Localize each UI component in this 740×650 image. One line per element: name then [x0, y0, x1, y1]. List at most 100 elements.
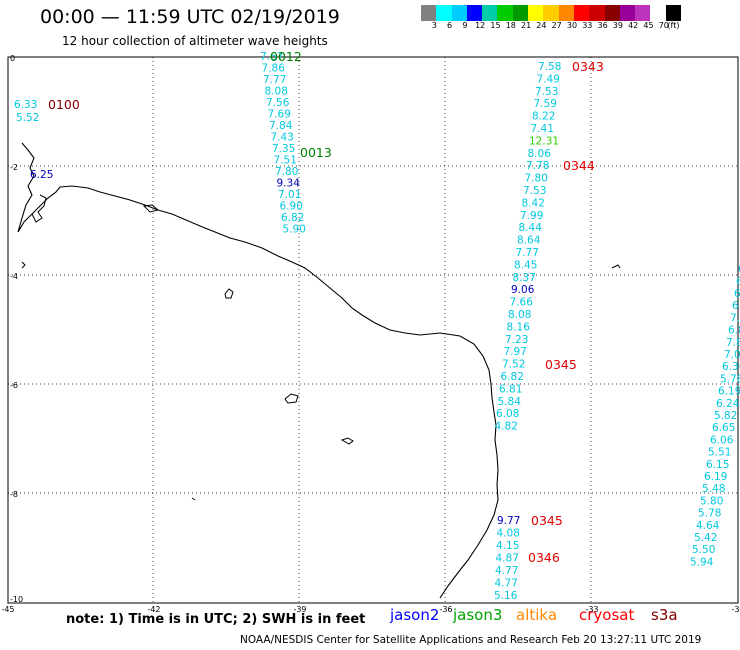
wave-height-value: 7.02 [724, 349, 740, 361]
wave-height-value: 8.08 [508, 309, 531, 321]
colorbar-label: 42 [628, 21, 639, 30]
legend-entry-jason2: jason2 [390, 606, 440, 624]
wave-height-value: 8.22 [532, 111, 555, 123]
colorbar-swatch [482, 5, 498, 21]
island [340, 437, 354, 445]
wave-height-value: 6.15 [706, 459, 729, 471]
longitude-label: -39 [293, 605, 306, 614]
wave-height-value: 7.43 [271, 132, 294, 144]
track-time-label: 0343 [572, 59, 604, 74]
wave-height-value: 4.77 [495, 565, 518, 577]
colorbar-swatch [451, 5, 467, 21]
latitude-label: -2 [10, 163, 18, 172]
colorbar-label: 3 [431, 21, 437, 30]
legend-entry-s3a: s3a [651, 606, 678, 624]
latitude-label: -6 [10, 381, 18, 390]
track-time-label: 0013 [300, 145, 332, 160]
track-time-label: 0345 [531, 513, 563, 528]
longitude-label: -45 [1, 605, 14, 614]
colorbar-swatch [421, 5, 437, 21]
wave-height-value: 7.56 [266, 97, 290, 109]
latitude-label: -4 [10, 272, 18, 281]
wave-height-value: 7.41 [531, 123, 554, 135]
colorbar-labels: 3 6 9 12 15 18 21 24 27 30 33 36 39 42 45 70 (ft) [421, 21, 740, 33]
wave-height-value: 4.82 [495, 421, 518, 433]
latitude-label: -10 [10, 595, 23, 604]
wave-height-value: 4.15 [496, 540, 519, 552]
wave-height-value: 5.16 [494, 590, 518, 602]
wave-height-value: 6.78 [732, 300, 740, 312]
longitude-labels: -45 -42 -39 -36 -33 -30 [1, 605, 740, 614]
wave-height-value: 6.19 [704, 471, 727, 483]
colorbar-swatch [650, 5, 666, 21]
longitude-label: -36 [439, 605, 452, 614]
wave-height-value: 7.77 [263, 74, 286, 86]
colorbar-swatch [635, 5, 651, 21]
wave-height-value: 7.83 [726, 337, 740, 349]
wave-height-value: 5.50 [692, 544, 715, 556]
wave-height-value: 6.33 [14, 99, 37, 111]
latitude-labels: 0 -2 -4 -6 -8 -10 [10, 54, 23, 604]
colorbar-swatch [528, 5, 544, 21]
altimeter-tracks: 7.677.867.778.087.567.697.847.437.357.51… [14, 51, 740, 602]
wave-height-value: 6.36 [722, 361, 740, 373]
colorbar-swatch [466, 5, 483, 21]
wave-height-value: 8.44 [519, 222, 543, 234]
colorbar-swatch [512, 5, 529, 21]
colorbar-label: 6 [447, 21, 453, 30]
wave-height-value: 6.83 [728, 325, 740, 337]
wave-height-value: 5.90 [283, 224, 306, 236]
map-subtitle: 12 hour collection of altimeter wave hei… [62, 34, 328, 48]
colorbar-label: 45 [643, 21, 654, 30]
credit-footer: NOAA/NESDIS Center for Satellite Applica… [240, 634, 702, 646]
wave-height-value: 7.35 [272, 143, 295, 155]
island [224, 288, 234, 299]
wave-height-value: 7.53 [523, 185, 546, 197]
footnote: note: 1) Time is in UTC; 2) SWH is in fe… [66, 612, 366, 627]
colorbar-swatch [497, 5, 513, 21]
wave-height-value: 7.59 [534, 98, 557, 110]
wave-height-value: 6.90 [280, 201, 303, 213]
wave-height-value: 7.52 [502, 359, 525, 371]
legend-entry-jason3: jason3 [453, 606, 503, 624]
map-title: 00:00 — 11:59 UTC 02/19/2019 [40, 6, 340, 28]
longitude-label: -30 [731, 605, 740, 614]
island [142, 204, 160, 213]
map-frame [7, 56, 739, 604]
wave-height-value: 6.25 [30, 169, 53, 181]
wave-height-value: 5.51 [708, 447, 731, 459]
track-time-label: 0346 [528, 550, 560, 565]
wave-height-value: 5.78 [698, 508, 721, 520]
wave-height-value: 5.42 [694, 532, 717, 544]
wave-height-value: 7.77 [516, 247, 539, 259]
wave-height-value: 7.69 [268, 109, 291, 121]
wave-height-value: 7.01 [278, 189, 301, 201]
wave-height-value: 6.94 [734, 288, 740, 300]
wave-height-value: 6.65 [712, 422, 735, 434]
colorbar-swatch [573, 5, 590, 21]
wave-height-value: 6.82 [501, 371, 524, 383]
wave-height-value: 6.08 [496, 408, 519, 420]
coastline [59, 185, 499, 599]
track-time-label: 0012 [270, 49, 302, 64]
wave-height-value: 8.08 [265, 86, 288, 98]
island [611, 264, 621, 269]
colorbar-label: 27 [551, 21, 562, 30]
wave-height-value: 8.16 [507, 321, 531, 333]
wave-height-value: 7.80 [525, 173, 548, 185]
track-time-label: 0344 [563, 158, 595, 173]
colorbar-label: 12 [475, 21, 486, 30]
colorbar-label: (ft) [667, 21, 680, 30]
wave-height-value: 7.97 [504, 346, 527, 358]
wave-height-value: 9.34 [277, 178, 301, 190]
track-time-labels: 0012 0013 0100 0343 0344 0345 0345 0346 [48, 49, 604, 565]
colorbar-label: 18 [505, 21, 516, 30]
wave-height-value: 6.9 [736, 276, 740, 288]
wave-height-value: 6.19 [718, 386, 740, 398]
wave-height-value: 4.64 [696, 520, 720, 532]
wave-height-value: 8.06 [528, 148, 552, 160]
island [284, 393, 299, 404]
wave-height-value: 8.42 [522, 197, 545, 209]
wave-height-value: 6.9 [738, 264, 740, 276]
